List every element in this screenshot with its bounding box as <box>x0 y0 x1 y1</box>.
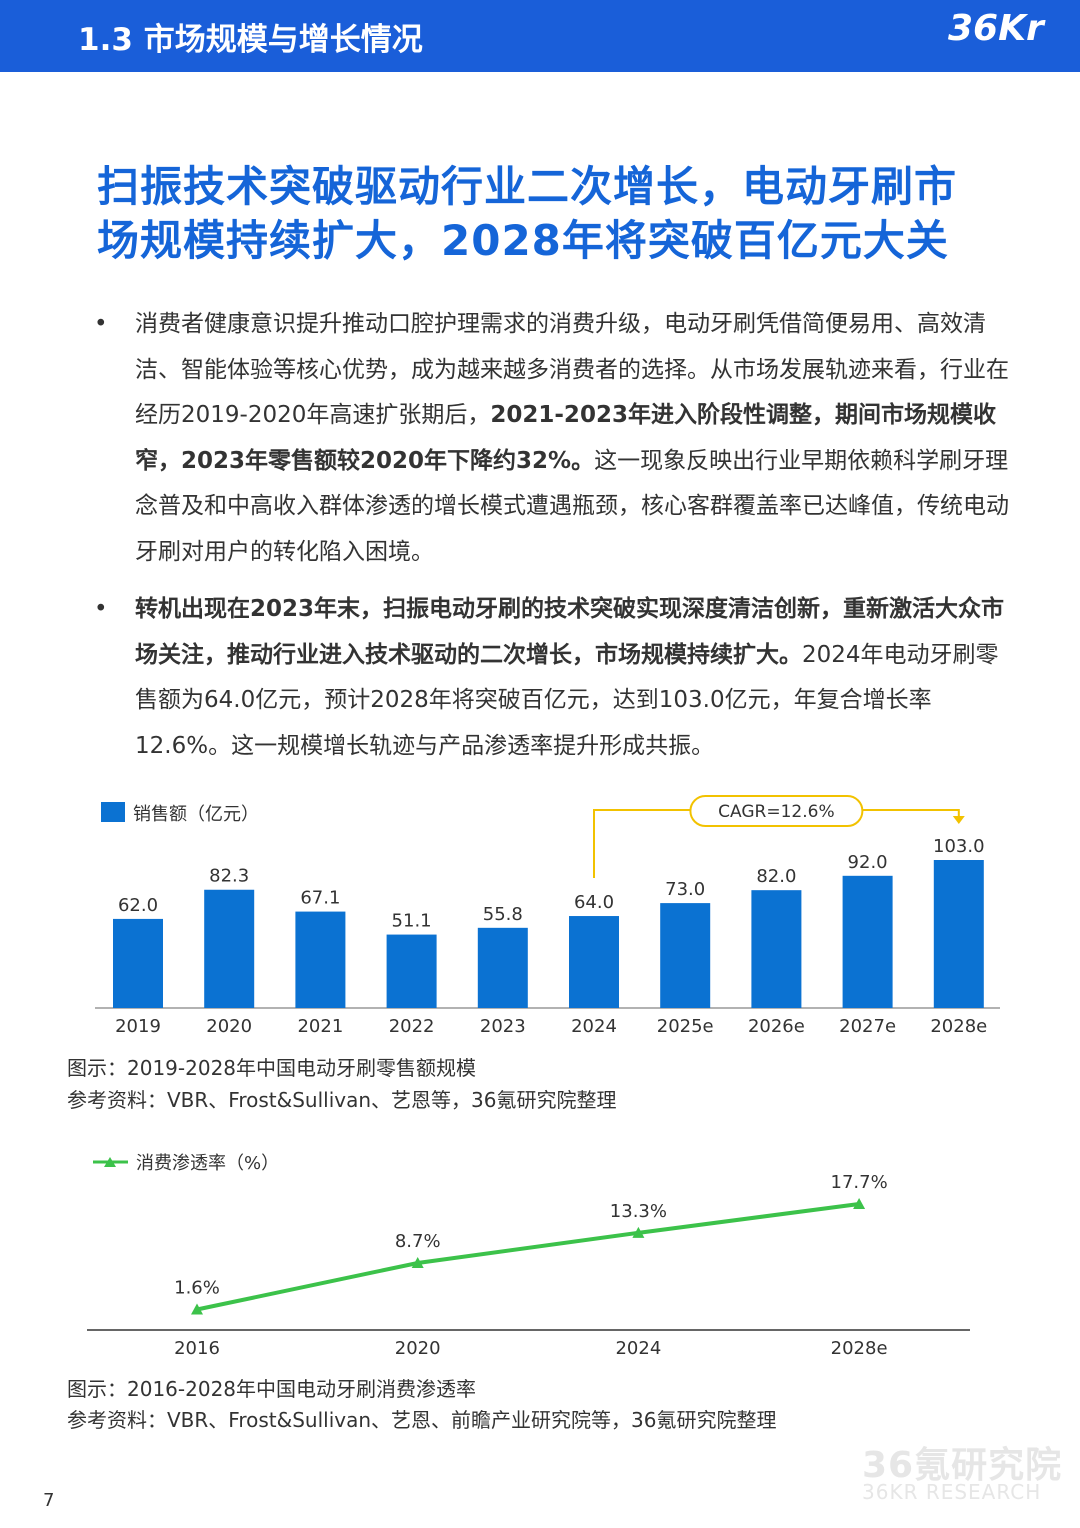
bullet-item: • 消费者健康意识提升推动口腔护理需求的消费升级，电动牙刷凭借简便易用、高效清洁、… <box>90 302 1020 575</box>
bar-2024 <box>569 916 619 1008</box>
chart1-caption: 图示：2019-2028年中国电动牙刷零售额规模 <box>67 1056 477 1080</box>
bullet-text: 2024年电动牙刷零售额为64.0亿元，预计2028年将突破百亿元，达到103.… <box>135 641 999 759</box>
tick-label: 2024 <box>615 1338 661 1359</box>
point-marker <box>632 1226 645 1238</box>
tick-label: 2020 <box>206 1016 252 1037</box>
value-label: 64.0 <box>574 892 614 913</box>
headline-line-1: 扫振技术突破驱动行业二次增长，电动牙刷市 <box>97 162 958 211</box>
value-label: 8.7% <box>395 1231 441 1252</box>
bullet-bold-text: 转机出现在2023年末，扫振电动牙刷的技术突破实现深度清洁创新，重新激活大众市场… <box>135 596 1005 668</box>
bar-2023 <box>477 927 528 1008</box>
bullet-dot-icon: • <box>94 596 108 622</box>
tick-label: 2019 <box>115 1016 161 1037</box>
bar-2028e <box>933 860 984 1008</box>
legend-label: 消费渗透率（%） <box>136 1153 279 1174</box>
chart1-source: 参考资料：VBR、Frost&Sullivan、艺恩等，36氪研究院整理 <box>67 1088 617 1112</box>
point-marker <box>853 1198 866 1209</box>
bar-2025e <box>660 903 711 1008</box>
tick-label: 2021 <box>297 1016 343 1037</box>
tick-label: 2023 <box>480 1016 526 1037</box>
headline: 扫振技术突破驱动行业二次增长，电动牙刷市 场规模持续扩大，2028年将突破百亿元… <box>97 160 997 268</box>
value-label: 13.3% <box>610 1201 667 1222</box>
bar-2019 <box>113 918 163 1008</box>
value-label: 62.0 <box>118 895 158 916</box>
watermark-cn: 36氪研究院 <box>862 1445 1063 1486</box>
tick-label: 2020 <box>395 1338 441 1359</box>
bullet-dot-icon: • <box>94 311 108 337</box>
value-label: 73.0 <box>665 879 705 900</box>
tick-label: 2016 <box>174 1338 220 1359</box>
point-marker <box>191 1303 203 1315</box>
point-marker <box>411 1256 424 1268</box>
value-label: 67.1 <box>300 888 340 909</box>
tick-label: 2028e <box>831 1338 888 1359</box>
chart2-caption: 图示：2016-2028年中国电动牙刷消费渗透率 <box>67 1377 477 1401</box>
bar-2027e <box>842 875 893 1008</box>
tick-label: 2025e <box>657 1016 714 1037</box>
bullet-text: 这一现象反映出行业早期依赖科学刷牙理念普及和中高收入群体渗透的增长模式遭遇瓶颈，… <box>135 447 1009 565</box>
value-label: 1.6% <box>174 1278 220 1299</box>
value-label: 17.7% <box>831 1172 888 1193</box>
svg-text:36Kr: 36Kr <box>948 8 1046 49</box>
page-number: 7 <box>43 1490 55 1511</box>
legend-label: 销售额（亿元） <box>133 804 259 825</box>
legend-marker-icon <box>104 1157 116 1167</box>
header-bar <box>0 0 1080 72</box>
tick-label: 2022 <box>389 1016 435 1037</box>
value-label: 92.0 <box>848 852 888 873</box>
brand-logo: 36Kr <box>948 8 1046 49</box>
section-title: 1.3 市场规模与增长情况 <box>78 22 423 58</box>
tick-label: 2027e <box>839 1016 896 1037</box>
watermark-en: 36KR RESEARCH <box>862 1480 1042 1504</box>
penetration-line-chart: 消费渗透率（%） 1.6% 2016 8.7% 2020 13.3% 2024 17.7% 20… <box>87 1153 970 1359</box>
legend-swatch <box>101 802 125 822</box>
value-label: 55.8 <box>483 904 523 925</box>
bullet-bold-text: 2021-2023年进入阶段性调整，期间市场规模收窄，2023年零售额较2020… <box>135 402 996 474</box>
tick-label: 2026e <box>748 1016 805 1037</box>
headline-line-2: 场规模持续扩大，2028年将突破百亿元大关 <box>97 216 949 265</box>
cagr-arrow-icon <box>952 816 965 824</box>
bar-2022 <box>386 934 437 1008</box>
chart2-source: 参考资料：VBR、Frost&Sullivan、艺恩、前瞻产业研究院等，36氪研… <box>67 1408 777 1432</box>
value-label: 51.1 <box>392 911 432 932</box>
value-label: 82.3 <box>209 866 249 887</box>
bullet-text: 消费者健康意识提升推动口腔护理需求的消费升级，电动牙刷凭借简便易用、高效清洁、智… <box>135 311 1009 428</box>
value-label: 103.0 <box>933 836 985 857</box>
bullet-item: • 转机出现在2023年末，扫振电动牙刷的技术突破实现深度清洁创新，重新激活大众市… <box>90 587 1020 769</box>
value-label: 82.0 <box>756 866 796 887</box>
cagr-label: CAGR=12.6% <box>718 802 834 822</box>
bar-2026e <box>751 890 802 1008</box>
tick-label: 2024 <box>571 1016 617 1037</box>
bullet-list: • 消费者健康意识提升推动口腔护理需求的消费升级，电动牙刷凭借简便易用、高效清洁、… <box>90 302 1020 781</box>
sales-bar-chart: 销售额（亿元） 62.0 2019 82.3 2020 67.1 2021 51.1 2022 5… <box>95 795 1000 1037</box>
tick-label: 2028e <box>930 1016 987 1037</box>
cagr-badge <box>689 795 864 827</box>
bar-2020 <box>204 889 255 1008</box>
bar-2021 <box>295 911 346 1008</box>
series-line <box>196 1202 860 1312</box>
